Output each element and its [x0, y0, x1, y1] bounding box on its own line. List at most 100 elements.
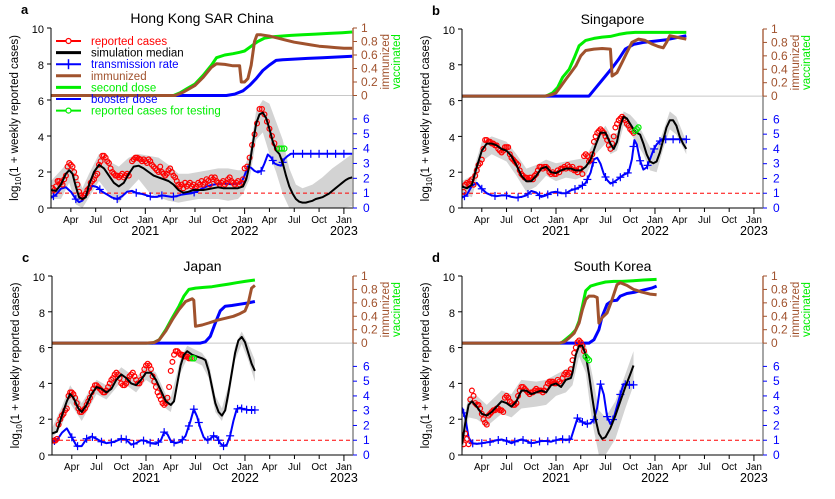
- x-year-label: 2022: [231, 224, 259, 238]
- legend-label: booster dose: [91, 94, 158, 106]
- x-tick-label: Jan: [336, 462, 352, 473]
- right-bottom-tick-label: 5: [773, 374, 780, 388]
- x-year-label: 2022: [231, 471, 259, 485]
- transmission-marker: [561, 189, 570, 198]
- x-tick-label: Apr: [162, 215, 178, 226]
- legend-label: reported cases: [91, 36, 167, 48]
- transmission-marker: [494, 435, 503, 444]
- right-top-tick-label: 0.8: [361, 35, 378, 49]
- reported-case-point: [500, 409, 507, 416]
- transmission-marker: [170, 438, 179, 447]
- x-tick-label: Oct: [311, 215, 327, 226]
- reported-case-point: [468, 387, 475, 394]
- simulation-median-line: [52, 335, 256, 435]
- transmission-marker: [623, 168, 632, 177]
- immunized-line: [462, 34, 687, 98]
- x-tick-label: Jul: [698, 215, 711, 226]
- right-bottom-tick-label: 4: [773, 142, 780, 156]
- right-top-tick-label: 0.6: [771, 296, 788, 310]
- transmission-marker: [129, 439, 138, 448]
- legend-marker-circle: [65, 37, 72, 45]
- right-axis-label-immunized: immunized: [380, 34, 392, 90]
- right-top-tick-label: 1: [771, 22, 778, 36]
- x-tick-label: Oct: [523, 215, 539, 226]
- x-tick-label: Apr: [672, 215, 688, 226]
- transmission-marker: [178, 435, 187, 444]
- legend-item: booster dose: [56, 94, 158, 106]
- legend-label: second dose: [91, 82, 156, 94]
- transmission-marker: [51, 192, 58, 201]
- y-tick-label: 8: [38, 60, 44, 72]
- right-bottom-tick-label: 0: [363, 201, 370, 215]
- transmission-marker: [117, 434, 126, 443]
- panel-title: Singapore: [581, 11, 645, 27]
- transmission-marker: [527, 439, 536, 448]
- legend-item: transmission rate: [56, 59, 179, 71]
- transmission-marker: [490, 191, 499, 200]
- transmission-marker: [583, 419, 592, 428]
- right-top-tick-label: 0.6: [361, 296, 378, 310]
- x-tick-label: Apr: [474, 462, 490, 473]
- transmission-marker: [189, 405, 198, 414]
- transmission-marker: [132, 188, 141, 197]
- right-bottom-tick-label: 6: [363, 112, 370, 126]
- reported-case-point: [462, 188, 467, 195]
- x-tick-label: Apr: [573, 215, 589, 226]
- right-top-tick-label: 0.2: [771, 76, 788, 90]
- x-year-label: 2021: [132, 471, 160, 485]
- legend-item: reported cases: [56, 36, 167, 48]
- y-axis-label: log10(1 + weekly reported cases): [10, 282, 24, 448]
- x-tick-label: Jul: [189, 215, 202, 226]
- x-tick-label: Apr: [573, 462, 589, 473]
- transmission-marker: [578, 418, 587, 427]
- transmission-marker: [237, 404, 246, 413]
- reported-case-point: [105, 160, 112, 167]
- transmission-marker: [543, 190, 552, 199]
- plot-area: [52, 278, 353, 451]
- transmission-marker: [214, 436, 223, 445]
- right-top-tick-label: 0: [771, 89, 778, 103]
- x-tick-label: Oct: [721, 215, 737, 226]
- right-bottom-tick-label: 5: [773, 127, 780, 141]
- x-tick-label: Jul: [288, 462, 301, 473]
- transmission-marker: [157, 191, 166, 200]
- transmission-marker: [573, 414, 582, 423]
- testing-case-point: [635, 124, 642, 131]
- transmission-marker: [650, 144, 659, 153]
- transmission-marker: [552, 436, 561, 445]
- testing-case-point: [582, 353, 589, 360]
- transmission-marker: [71, 195, 80, 204]
- simulation-median-line: [462, 344, 635, 445]
- transmission-marker: [486, 437, 495, 446]
- transmission-marker: [122, 435, 131, 444]
- reported-case-point: [97, 158, 104, 165]
- transmission-marker: [107, 438, 116, 447]
- y-tick-label: 2: [449, 415, 455, 427]
- right-bottom-tick-label: 0: [773, 201, 780, 215]
- x-tick-label: Apr: [672, 462, 688, 473]
- immunized-line: [51, 33, 353, 97]
- transmission-marker: [298, 149, 307, 158]
- x-tick-label: Jan: [336, 215, 352, 226]
- panel-letter: a: [21, 2, 29, 17]
- right-bottom-tick-label: 4: [363, 142, 370, 156]
- y-tick-label: 6: [39, 344, 45, 356]
- reported-case-point: [256, 105, 263, 112]
- y-tick-label: 6: [38, 96, 44, 108]
- right-top-tick-label: 0.4: [771, 309, 788, 323]
- y-tick-label: 0: [449, 204, 455, 216]
- right-axis-label-vaccinated: vaccinated: [801, 282, 813, 337]
- second-dose-line: [462, 30, 687, 98]
- y-tick-label: 4: [449, 132, 455, 144]
- right-axis-label-immunized: immunized: [790, 282, 802, 338]
- right-bottom-tick-label: 1: [363, 186, 370, 200]
- x-tick-label: Jul: [599, 462, 612, 473]
- x-tick-label: Jul: [698, 462, 711, 473]
- testing-case-point: [631, 127, 639, 135]
- booster-dose-line: [51, 54, 353, 97]
- legend-marker-circle: [65, 107, 72, 114]
- legend-label: immunized: [91, 71, 147, 83]
